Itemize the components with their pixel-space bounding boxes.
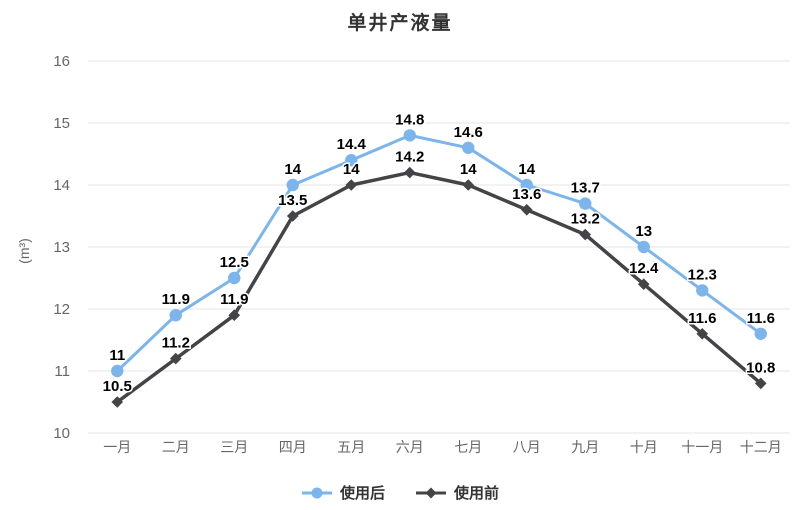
data-label: 14 [284,161,301,178]
legend-diamond-icon [416,487,446,498]
y-axis-ticks: 16 15 14 13 12 11 10 [53,53,70,442]
data-label: 10.5 [103,378,132,395]
data-label: 14.6 [454,124,483,141]
x-tick-label: 十二月 [740,439,782,455]
data-point-marker[interactable] [462,141,475,154]
data-label: 11.6 [688,310,716,327]
data-point-marker[interactable] [696,284,709,297]
data-point-marker[interactable] [169,352,182,365]
x-tick-label: 十月 [630,439,658,455]
x-tick-label: 八月 [513,439,541,455]
data-label: 13.7 [571,180,600,197]
x-tick-label: 一月 [103,439,131,455]
gridlines [88,60,790,434]
y-tick-label: 13 [53,239,70,256]
data-point-marker[interactable] [111,396,124,408]
data-label: 13.2 [571,211,600,228]
data-point-marker[interactable] [228,309,241,321]
x-tick-label: 六月 [396,439,424,455]
x-tick-label: 七月 [454,439,482,455]
data-point-marker[interactable] [696,328,709,340]
data-point-marker[interactable] [286,178,299,192]
data-point-marker[interactable] [403,129,416,142]
data-point-marker[interactable] [520,204,533,216]
data-label: 13.6 [512,186,541,203]
data-point-marker[interactable] [579,197,592,210]
data-point-marker[interactable] [754,327,767,340]
legend-circle-icon [301,487,332,498]
y-tick-label: 16 [53,53,70,70]
data-label: 11.2 [162,335,190,352]
data-label: 14 [460,161,477,178]
data-label: 11.6 [747,310,775,327]
data-label: 10.8 [746,359,775,376]
y-tick-label: 12 [53,301,70,318]
data-label: 11.9 [162,291,190,308]
x-tick-label: 十一月 [681,439,723,455]
data-label: 12.3 [688,266,717,283]
x-tick-label: 二月 [162,439,190,455]
series-使用前: 10.5 11.2 11.9 13.5 14 14.2 14 13.6 13.2 12.4 11.6… [101,147,777,408]
data-point-marker[interactable] [754,377,767,390]
chart-title: 单井产液量 [347,13,453,34]
x-axis-labels: 一月 二月 三月 四月 五月 六月 七月 八月 九月 十月 十一月 十二月 [103,439,782,455]
series-line [115,170,763,404]
series-line [115,133,763,373]
data-point-marker[interactable] [228,271,241,285]
data-label: 12.4 [629,260,659,277]
data-point-marker[interactable] [403,166,416,179]
series-使用后: 11 11.9 12.5 14 14.4 14.8 14.6 14 13.7 13 12.3 11.6 [108,110,776,378]
x-tick-label: 四月 [279,439,307,455]
y-tick-label: 14 [53,177,70,194]
data-point-marker[interactable] [345,154,358,167]
data-point-marker[interactable] [169,309,182,322]
data-point-marker[interactable] [345,179,358,191]
data-label: 14.2 [395,149,424,166]
y-tick-label: 11 [54,363,70,380]
data-point-marker[interactable] [579,228,592,241]
data-point-marker[interactable] [637,240,650,254]
data-label: 12.5 [220,254,249,271]
data-point-marker[interactable] [111,364,124,378]
y-tick-label: 10 [53,425,70,442]
x-tick-label: 五月 [337,439,365,455]
legend-label: 使用前 [454,485,500,502]
x-tick-label: 三月 [220,439,248,455]
data-label: 14.4 [337,136,367,153]
data-label: 14.8 [395,111,424,128]
data-label: 13 [635,223,652,240]
data-label: 14 [518,161,535,178]
data-label: 14 [343,161,360,178]
data-point-marker[interactable] [286,210,299,222]
legend-item-使用前[interactable]: 使用前 [415,482,499,503]
data-label: 13.5 [278,192,307,209]
chart-legend: 使用后 使用前 [0,482,800,503]
legend-label: 使用后 [339,485,385,502]
data-label: 11.9 [220,291,248,308]
data-point-marker[interactable] [520,178,533,192]
data-point-marker[interactable] [462,179,475,191]
data-label: 11 [109,347,125,364]
x-tick-label: 九月 [571,439,599,455]
y-tick-label: 15 [53,115,70,132]
legend-item-使用后[interactable]: 使用后 [301,482,385,503]
data-point-marker[interactable] [637,278,650,290]
